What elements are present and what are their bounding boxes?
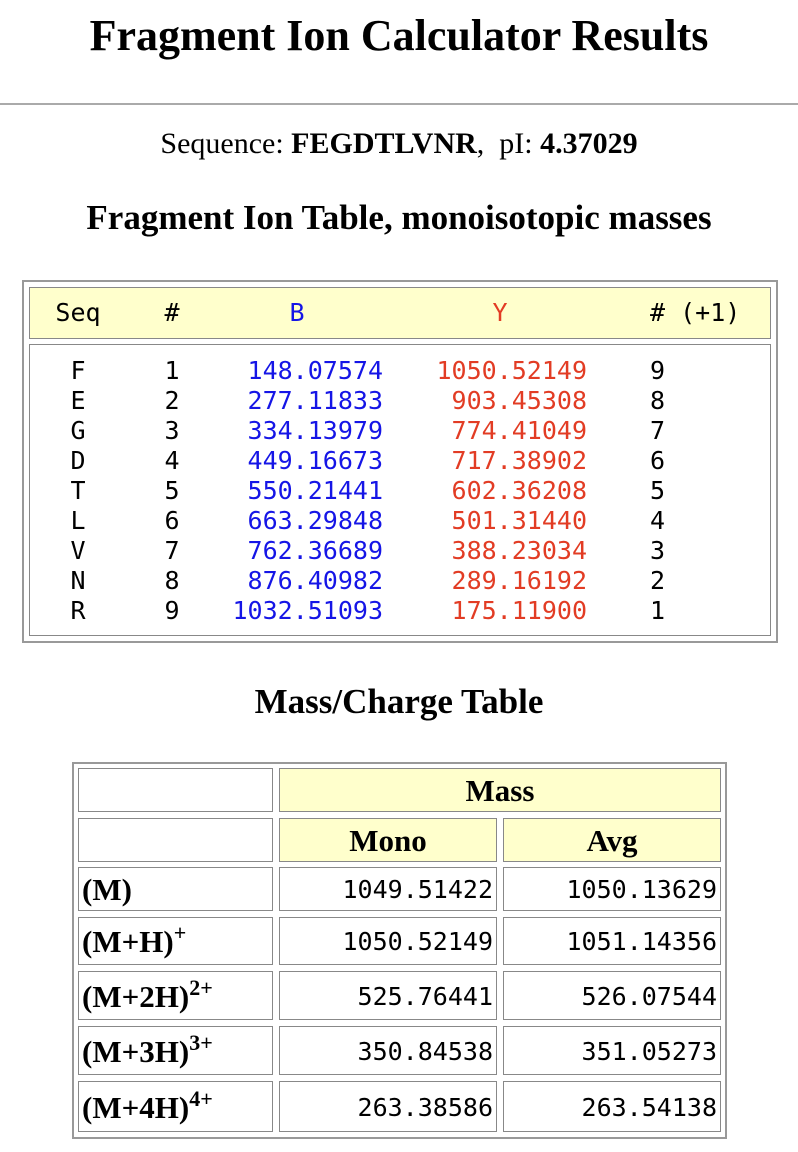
charge: 2+ bbox=[189, 975, 213, 1000]
table-cell: 663.29848 bbox=[247, 506, 383, 535]
table-cell: 7 bbox=[650, 416, 666, 445]
fragment-header bbox=[29, 287, 771, 339]
table-cell: 762.36689 bbox=[247, 536, 383, 565]
table-cell: 717.38902 bbox=[451, 446, 587, 475]
sequence: FEGDTLVNR bbox=[291, 127, 477, 160]
label-text: (M+H) bbox=[82, 924, 174, 959]
mass-header: Mass bbox=[279, 768, 721, 812]
table-cell: 2 bbox=[650, 566, 666, 595]
avg-value: 1050.13629 bbox=[503, 867, 721, 911]
avg-value: 1051.14356 bbox=[503, 917, 721, 965]
table-cell: 774.41049 bbox=[451, 416, 587, 445]
column-header: Mono bbox=[279, 818, 497, 862]
table-cell: 334.13979 bbox=[247, 416, 383, 445]
mass-table bbox=[72, 762, 727, 1139]
charge: 3+ bbox=[189, 1030, 213, 1055]
avg-value: 351.05273 bbox=[503, 1026, 721, 1075]
table-cell: 6 bbox=[650, 446, 666, 475]
row-label: (M) bbox=[78, 867, 273, 911]
table-cell: 602.36208 bbox=[451, 476, 587, 505]
column-header: Y bbox=[492, 298, 508, 327]
table-cell: 289.16192 bbox=[451, 566, 587, 595]
table-cell: 1 bbox=[164, 356, 180, 385]
table-cell: 550.21441 bbox=[247, 476, 383, 505]
fragment-body bbox=[29, 344, 771, 636]
table-cell: D bbox=[70, 446, 86, 475]
label-text: (M) bbox=[82, 872, 132, 907]
mono-value: 263.38586 bbox=[279, 1081, 497, 1132]
table-cell: 5 bbox=[164, 476, 180, 505]
separator-text: , bbox=[476, 127, 485, 160]
avg-value: 526.07544 bbox=[503, 971, 721, 1020]
column-header: B bbox=[289, 298, 305, 327]
label-text: (M+3H) bbox=[82, 1034, 190, 1069]
mass-table-title: Mass/Charge Table bbox=[254, 682, 544, 721]
table-cell: 4 bbox=[164, 446, 180, 475]
empty-cell bbox=[78, 818, 273, 862]
charge: + bbox=[173, 920, 187, 945]
table-cell: 501.31440 bbox=[451, 506, 587, 535]
column-header: Seq bbox=[55, 298, 101, 327]
table-cell: 148.07574 bbox=[247, 356, 383, 385]
table-cell: 449.16673 bbox=[247, 446, 383, 475]
table-cell: 1 bbox=[650, 596, 666, 625]
table-cell: N bbox=[70, 566, 86, 595]
table-cell: 3 bbox=[650, 536, 666, 565]
charge: 4+ bbox=[189, 1086, 213, 1111]
row-label: (M+3H)3+ bbox=[78, 1026, 273, 1075]
table-cell: R bbox=[70, 596, 86, 625]
table-cell: T bbox=[70, 476, 86, 505]
table-cell: V bbox=[70, 536, 86, 565]
table-cell: 876.40982 bbox=[247, 566, 383, 595]
table-cell: 277.11833 bbox=[247, 386, 383, 415]
separator bbox=[0, 103, 798, 105]
page-title: Fragment Ion Calculator Results bbox=[89, 11, 709, 60]
table-cell: 8 bbox=[650, 386, 666, 415]
column-header: # bbox=[164, 298, 180, 327]
table-cell: 175.11900 bbox=[451, 596, 587, 625]
table-cell: 8 bbox=[164, 566, 180, 595]
mono-value: 350.84538 bbox=[279, 1026, 497, 1075]
avg-value: 263.54138 bbox=[503, 1081, 721, 1132]
table-cell: L bbox=[70, 506, 86, 535]
table-cell: 388.23034 bbox=[451, 536, 587, 565]
row-label: (M+4H)4+ bbox=[78, 1081, 273, 1132]
column-header: Avg bbox=[503, 818, 721, 862]
row-label: (M+2H)2+ bbox=[78, 971, 273, 1020]
table-cell: 6 bbox=[164, 506, 180, 535]
table-cell: 1050.52149 bbox=[436, 356, 587, 385]
mono-value: 525.76441 bbox=[279, 971, 497, 1020]
table-cell: 7 bbox=[164, 536, 180, 565]
table-cell: 3 bbox=[164, 416, 180, 445]
empty-cell bbox=[78, 768, 273, 812]
fragment-table-title: Fragment Ion Table, monoisotopic masses bbox=[86, 198, 712, 237]
label-text: (M+4H) bbox=[82, 1090, 190, 1125]
pi-label: pI: bbox=[499, 127, 533, 160]
table-cell: E bbox=[70, 386, 86, 415]
table-cell: F bbox=[70, 356, 86, 385]
pi-value: 4.37029 bbox=[540, 127, 638, 160]
table-cell: 1032.51093 bbox=[232, 596, 383, 625]
table-cell: 9 bbox=[650, 356, 666, 385]
label-text: (M+2H) bbox=[82, 979, 190, 1014]
row-label: (M+H)+ bbox=[78, 917, 273, 965]
fragment-table bbox=[22, 280, 778, 643]
table-cell: 5 bbox=[650, 476, 666, 505]
table-cell: 9 bbox=[164, 596, 180, 625]
table-cell: G bbox=[70, 416, 86, 445]
mono-value: 1049.51422 bbox=[279, 867, 497, 911]
table-cell: 4 bbox=[650, 506, 666, 535]
mono-value: 1050.52149 bbox=[279, 917, 497, 965]
sequence-label: Sequence: bbox=[160, 127, 284, 160]
table-cell: 903.45308 bbox=[451, 386, 587, 415]
summary: Sequence: FEGDTLVNR, pI: 4.37029 bbox=[0, 127, 798, 161]
column-header: # (+1) bbox=[650, 298, 741, 327]
table-cell: 2 bbox=[164, 386, 180, 415]
